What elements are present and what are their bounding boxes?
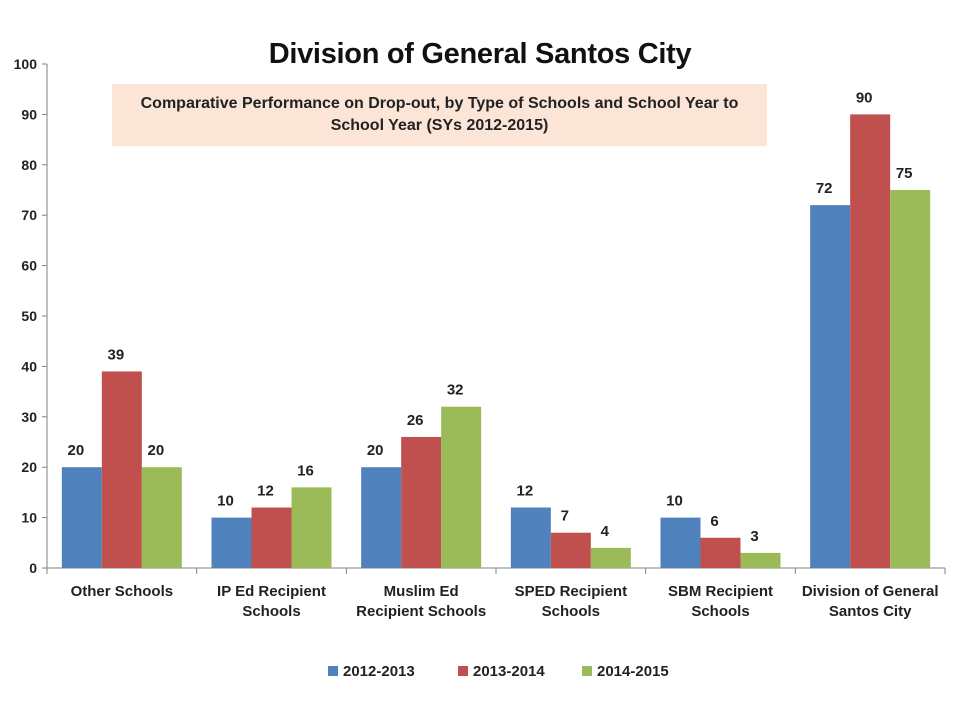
chart-title: Division of General Santos City: [268, 38, 692, 70]
bar-2013-2014-3: [550, 532, 591, 568]
bar-2013-2014-4: [700, 537, 741, 568]
x-category-label: Muslim Ed: [384, 583, 459, 600]
data-label: 6: [710, 513, 718, 530]
bar-2014-2015-1: [291, 487, 332, 568]
x-category-label: Schools: [242, 603, 300, 620]
data-label: 20: [367, 442, 384, 459]
legend-swatch-2013-2014: [458, 666, 468, 676]
data-label: 90: [856, 89, 873, 106]
data-label: 10: [666, 493, 683, 510]
data-label: 75: [896, 165, 913, 182]
legend-swatch-2014-2015: [582, 666, 592, 676]
y-tick-label: 60: [21, 258, 37, 274]
x-category-label: IP Ed Recipient: [217, 583, 326, 600]
y-tick-label: 80: [21, 157, 37, 173]
data-label: 10: [217, 493, 234, 510]
data-label: 26: [407, 412, 424, 429]
data-label: 4: [601, 523, 610, 540]
bar-2013-2014-0: [101, 371, 142, 568]
chart-subtitle-box: Comparative Performance on Drop-out, by …: [112, 84, 767, 146]
bar-2012-2013-5: [810, 205, 851, 568]
data-label: 72: [816, 180, 833, 197]
data-label: 20: [147, 442, 164, 459]
legend-swatch-2012-2013: [328, 666, 338, 676]
bar-2014-2015-4: [740, 552, 781, 568]
y-tick-label: 10: [21, 510, 37, 526]
x-category-label: Division of General: [802, 583, 939, 600]
x-category-label: Santos City: [829, 603, 912, 620]
data-label: 3: [750, 528, 758, 545]
data-label: 32: [447, 382, 464, 399]
x-category-label: SPED Recipient: [515, 583, 628, 600]
legend-label: 2012-2013: [343, 663, 415, 680]
bar-2013-2014-5: [850, 114, 891, 569]
bar-2013-2014-2: [401, 436, 442, 568]
y-tick-label: 100: [14, 56, 38, 72]
data-label: 7: [561, 508, 569, 525]
x-category-label: Recipient Schools: [356, 603, 486, 620]
chart-subtitle: Comparative Performance on Drop-out, by …: [140, 95, 739, 134]
bar-2012-2013-0: [61, 467, 102, 568]
bar-2014-2015-2: [441, 406, 482, 568]
y-tick-label: 70: [21, 207, 37, 223]
data-label: 39: [107, 346, 124, 363]
bar-2012-2013-4: [660, 517, 701, 568]
y-tick-label: 20: [21, 459, 37, 475]
legend-label: 2013-2014: [473, 663, 545, 680]
data-label: 20: [67, 442, 84, 459]
x-category-label: Schools: [542, 603, 600, 620]
bar-2012-2013-1: [211, 517, 252, 568]
data-label: 12: [516, 483, 533, 500]
x-category-label: SBM Recipient: [668, 583, 773, 600]
bar-2012-2013-3: [510, 507, 551, 568]
bar-2012-2013-2: [361, 467, 402, 568]
y-tick-label: 50: [21, 308, 37, 324]
y-tick-label: 90: [21, 106, 37, 122]
y-tick-label: 0: [29, 560, 37, 576]
y-tick-label: 30: [21, 409, 37, 425]
legend-label: 2014-2015: [597, 663, 669, 680]
x-category-label: Schools: [691, 603, 749, 620]
bar-2014-2015-3: [590, 547, 631, 568]
data-label: 16: [297, 462, 314, 479]
data-label: 12: [257, 483, 274, 500]
y-tick-label: 40: [21, 358, 37, 374]
bar-2014-2015-5: [890, 190, 931, 568]
bar-2014-2015-0: [141, 467, 182, 568]
x-category-label: Other Schools: [71, 583, 174, 600]
bar-2013-2014-1: [251, 507, 292, 568]
